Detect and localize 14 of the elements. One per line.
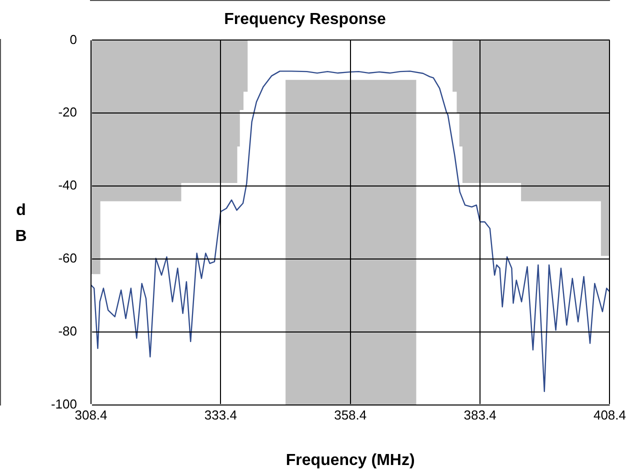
x-tick-label: 383.4: [464, 407, 496, 422]
x-tick-label: 408.4: [593, 407, 626, 422]
y-tick-label: -100: [50, 396, 77, 412]
x-tick-label: 333.4: [204, 407, 237, 422]
x-tick-label: 308.4: [74, 407, 108, 422]
y-axis-title: dB: [14, 201, 28, 247]
y-tick-label: -40: [58, 178, 77, 193]
y-tick-label: 0: [70, 32, 77, 47]
y-tick-label: -80: [58, 324, 77, 339]
y-tick-label: -60: [58, 250, 77, 266]
x-tick-label: 358.4: [334, 407, 367, 422]
y-tick-label: -20: [58, 104, 77, 120]
x-axis-title: Frequency (MHz): [286, 452, 415, 469]
chart-title: Frequency Response: [224, 11, 386, 28]
